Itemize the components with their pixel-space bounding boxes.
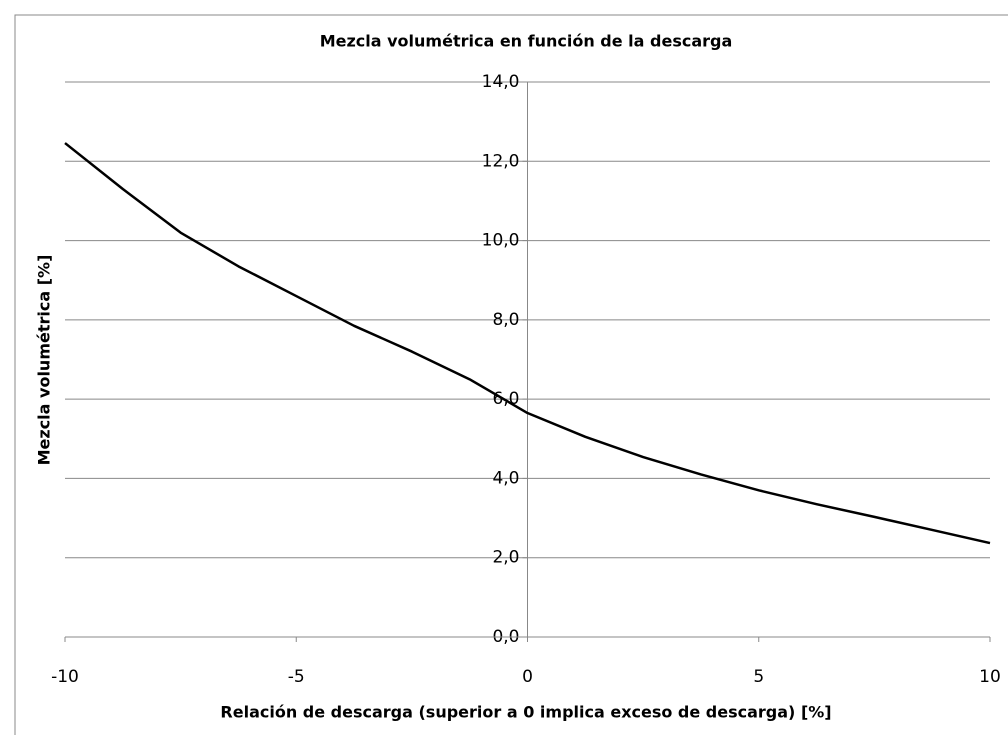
x-tick-label: -5	[288, 667, 305, 687]
chart-title: Mezcla volumétrica en función de la desc…	[320, 32, 733, 51]
line-series	[64, 142, 991, 545]
y-tick-label: 14,0	[482, 72, 520, 92]
y-axis-label: Mezcla volumétrica [%]	[35, 255, 54, 466]
chart-border	[14, 14, 1008, 735]
y-tick-label: 12,0	[482, 151, 520, 171]
x-axis-label: Relación de descarga (superior a 0 impli…	[220, 703, 831, 722]
x-tick-label: 0	[522, 667, 533, 687]
y-tick-label: 8,0	[492, 310, 519, 330]
y-tick-label: 10,0	[482, 231, 520, 251]
y-tick-label: 4,0	[492, 468, 519, 488]
x-tick-label: 5	[753, 667, 764, 687]
y-tick-label: 2,0	[492, 548, 519, 568]
x-tick-label: -10	[51, 667, 79, 687]
x-tick-label: 10	[979, 667, 1001, 687]
